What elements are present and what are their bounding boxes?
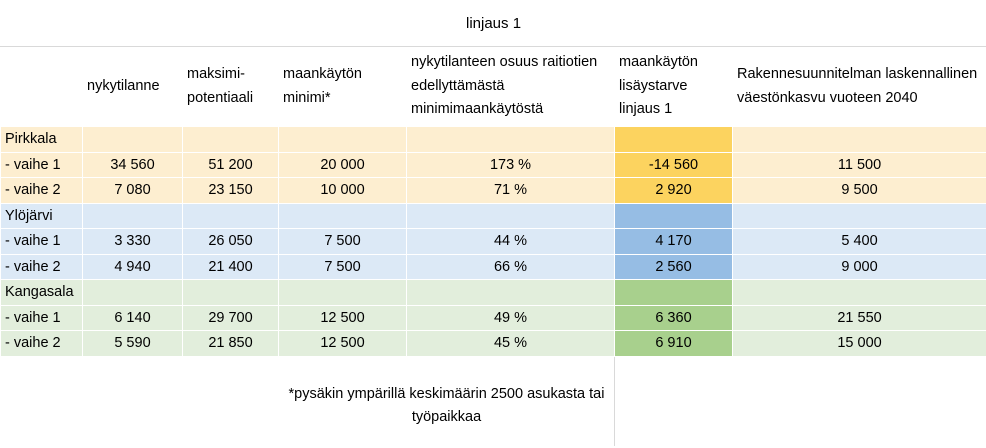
cell-vaestonkasvu: 15 000 bbox=[731, 330, 986, 357]
cell-minimi: 7 500 bbox=[278, 228, 407, 255]
cell-maksimipotentiaali: 26 050 bbox=[182, 228, 279, 255]
title-row: linjaus 1 bbox=[0, 0, 986, 47]
row-label: - vaihe 2 bbox=[0, 177, 83, 204]
cell-minimi: 20 000 bbox=[278, 151, 407, 178]
group-row-ylojarvi: Ylöjärvi bbox=[0, 202, 986, 229]
cell-maksimipotentiaali: 29 700 bbox=[182, 304, 279, 331]
cell-lisaystarve: 6 910 bbox=[614, 330, 733, 357]
header-maankayton-minimi: maankäytön minimi* bbox=[278, 46, 407, 127]
cell-maksimipotentiaali: 51 200 bbox=[182, 151, 279, 178]
header-nykytilanteen-osuus: nykytilanteen osuus raitiotien edellyttä… bbox=[406, 46, 615, 127]
cell-nykytilanne: 7 080 bbox=[82, 177, 183, 204]
cell-nykytilanne: 4 940 bbox=[82, 253, 183, 280]
cell-minimi: 12 500 bbox=[278, 304, 407, 331]
cell-minimi: 10 000 bbox=[278, 177, 407, 204]
footnote-row: *pysäkin ympärillä keskimäärin 2500 asuk… bbox=[0, 355, 986, 447]
header-vaestonkasvu: Rakennesuunnitelman laskennallinen väest… bbox=[731, 46, 986, 127]
row-label: - vaihe 1 bbox=[0, 228, 83, 255]
cell-vaestonkasvu: 5 400 bbox=[731, 228, 986, 255]
table-title: linjaus 1 bbox=[0, 0, 986, 47]
table-row: - vaihe 2 4 940 21 400 7 500 66 % 2 560 … bbox=[0, 253, 986, 280]
row-label: - vaihe 2 bbox=[0, 253, 83, 280]
cell-nykytilanne: 34 560 bbox=[82, 151, 183, 178]
cell-osuus: 45 % bbox=[406, 330, 615, 357]
cell-lisaystarve: 6 360 bbox=[614, 304, 733, 331]
cell-maksimipotentiaali: 21 850 bbox=[182, 330, 279, 357]
table-row: - vaihe 2 5 590 21 850 12 500 45 % 6 910… bbox=[0, 330, 986, 357]
group-label: Kangasala bbox=[0, 279, 83, 306]
header-empty bbox=[0, 46, 83, 127]
cell-maksimipotentiaali: 23 150 bbox=[182, 177, 279, 204]
cell-lisaystarve: 4 170 bbox=[614, 228, 733, 255]
cell-lisaystarve: -14 560 bbox=[614, 151, 733, 178]
cell-vaestonkasvu: 9 500 bbox=[731, 177, 986, 204]
cell-maksimipotentiaali: 21 400 bbox=[182, 253, 279, 280]
group-row-kangasala: Kangasala bbox=[0, 279, 986, 306]
row-label: - vaihe 1 bbox=[0, 151, 83, 178]
table-row: - vaihe 1 34 560 51 200 20 000 173 % -14… bbox=[0, 151, 986, 178]
cell-minimi: 12 500 bbox=[278, 330, 407, 357]
cell-osuus: 44 % bbox=[406, 228, 615, 255]
group-row-pirkkala: Pirkkala bbox=[0, 126, 986, 153]
cell-osuus: 71 % bbox=[406, 177, 615, 204]
row-label: - vaihe 2 bbox=[0, 330, 83, 357]
cell-nykytilanne: 6 140 bbox=[82, 304, 183, 331]
table-row: - vaihe 2 7 080 23 150 10 000 71 % 2 920… bbox=[0, 177, 986, 204]
cell-minimi: 7 500 bbox=[278, 253, 407, 280]
header-nykytilanne: nykytilanne bbox=[82, 46, 183, 127]
cell-vaestonkasvu: 21 550 bbox=[731, 304, 986, 331]
cell-nykytilanne: 5 590 bbox=[82, 330, 183, 357]
cell-osuus: 66 % bbox=[406, 253, 615, 280]
group-label: Ylöjärvi bbox=[0, 202, 83, 229]
footnote: *pysäkin ympärillä keskimäärin 2500 asuk… bbox=[278, 355, 615, 447]
header-row: nykytilanne maksimi-potentiaali maankäyt… bbox=[0, 46, 986, 127]
header-maksimipotentiaali: maksimi-potentiaali bbox=[182, 46, 279, 127]
header-lisaystarve: maankäytön lisäystarve linjaus 1 bbox=[614, 46, 733, 127]
cell-nykytilanne: 3 330 bbox=[82, 228, 183, 255]
cell-osuus: 173 % bbox=[406, 151, 615, 178]
row-label: - vaihe 1 bbox=[0, 304, 83, 331]
group-label: Pirkkala bbox=[0, 126, 83, 153]
cell-vaestonkasvu: 9 000 bbox=[731, 253, 986, 280]
cell-vaestonkasvu: 11 500 bbox=[731, 151, 986, 178]
table-row: - vaihe 1 3 330 26 050 7 500 44 % 4 170 … bbox=[0, 228, 986, 255]
cell-lisaystarve: 2 560 bbox=[614, 253, 733, 280]
cell-osuus: 49 % bbox=[406, 304, 615, 331]
table-row: - vaihe 1 6 140 29 700 12 500 49 % 6 360… bbox=[0, 304, 986, 331]
cell-lisaystarve: 2 920 bbox=[614, 177, 733, 204]
